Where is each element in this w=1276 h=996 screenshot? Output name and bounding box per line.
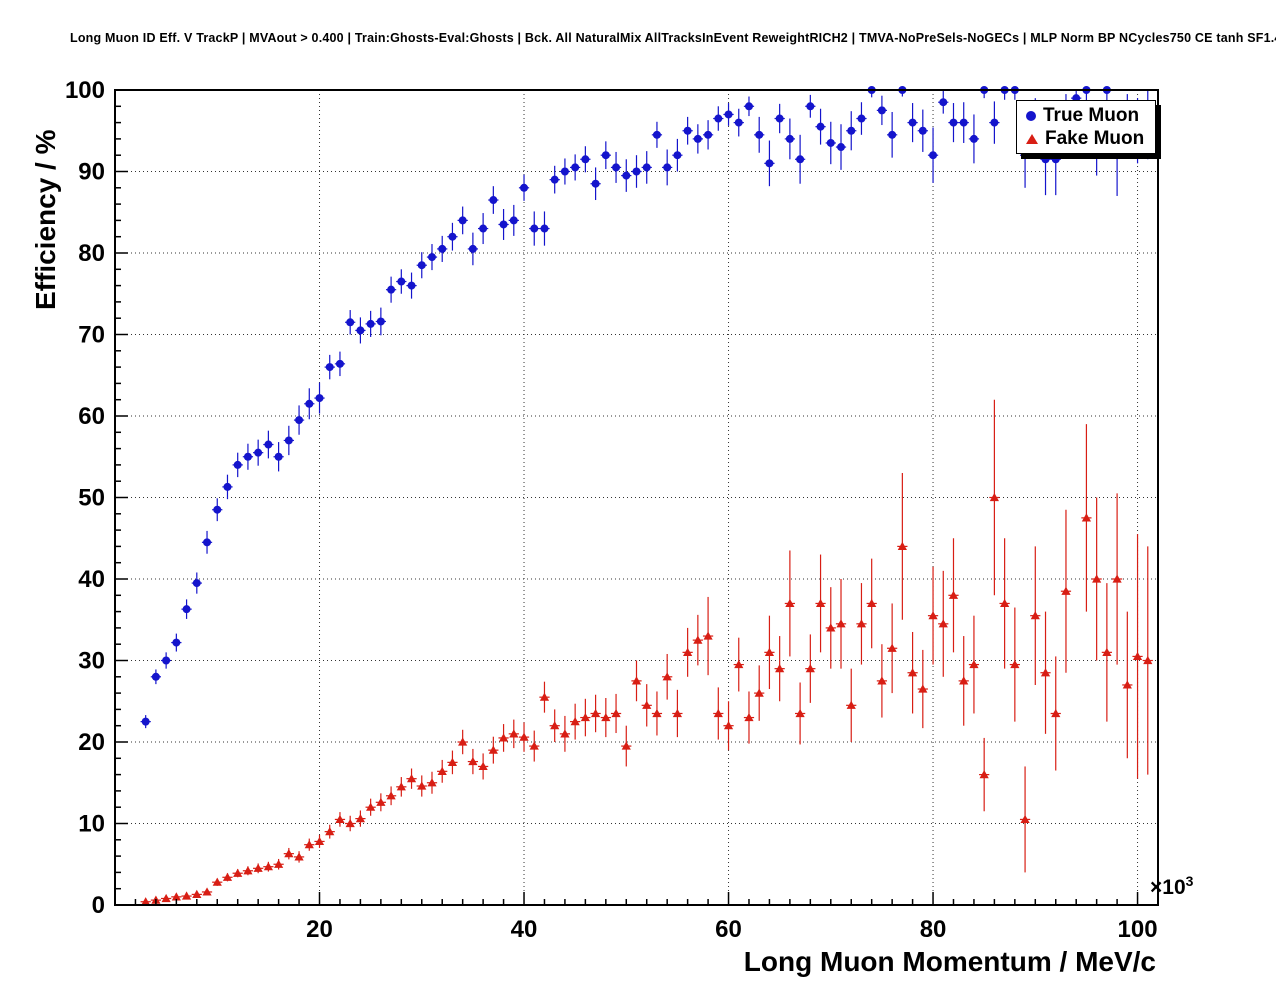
x-axis-title: Long Muon Momentum / MeV/c — [743, 946, 1156, 977]
fake-muon-marker-icon — [1026, 133, 1038, 144]
plot-title: Long Muon ID Eff. V TrackP | MVAout > 0.… — [70, 31, 1276, 45]
svg-text:20: 20 — [78, 729, 105, 756]
x-axis-exponent: ×103 — [1150, 873, 1193, 900]
svg-text:100: 100 — [1118, 916, 1158, 943]
svg-text:80: 80 — [78, 240, 105, 267]
legend-label-fake-muon: Fake Muon — [1045, 127, 1145, 149]
svg-text:60: 60 — [715, 916, 742, 943]
svg-text:10: 10 — [78, 811, 105, 838]
gridlines — [115, 89, 1158, 905]
true-muon-marker-icon — [1026, 110, 1036, 121]
svg-text:60: 60 — [78, 403, 105, 430]
legend: True Muon Fake Muon — [1016, 100, 1156, 154]
x-exp-sup: 3 — [1185, 873, 1194, 889]
legend-label-true-muon: True Muon — [1043, 104, 1140, 126]
fake-muon-series — [140, 399, 1153, 906]
x-exp-base: ×10 — [1150, 876, 1186, 899]
svg-text:40: 40 — [78, 566, 105, 593]
svg-text:100: 100 — [65, 77, 105, 104]
true-muon-series — [140, 86, 1153, 729]
svg-text:90: 90 — [78, 159, 105, 186]
legend-entry-fake-muon: Fake Muon — [1017, 127, 1155, 150]
svg-text:50: 50 — [78, 485, 105, 512]
legend-entry-true-muon: True Muon — [1017, 104, 1155, 127]
svg-text:30: 30 — [78, 648, 105, 675]
svg-text:20: 20 — [306, 916, 333, 943]
axis-ticks-and-labels: 20 40 60 80 100 0 10 20 30 40 50 60 70 80 90 100 — [65, 77, 1158, 943]
svg-text:70: 70 — [78, 322, 105, 349]
svg-text:40: 40 — [511, 916, 538, 943]
svg-text:80: 80 — [920, 916, 947, 943]
svg-text:0: 0 — [92, 892, 105, 919]
